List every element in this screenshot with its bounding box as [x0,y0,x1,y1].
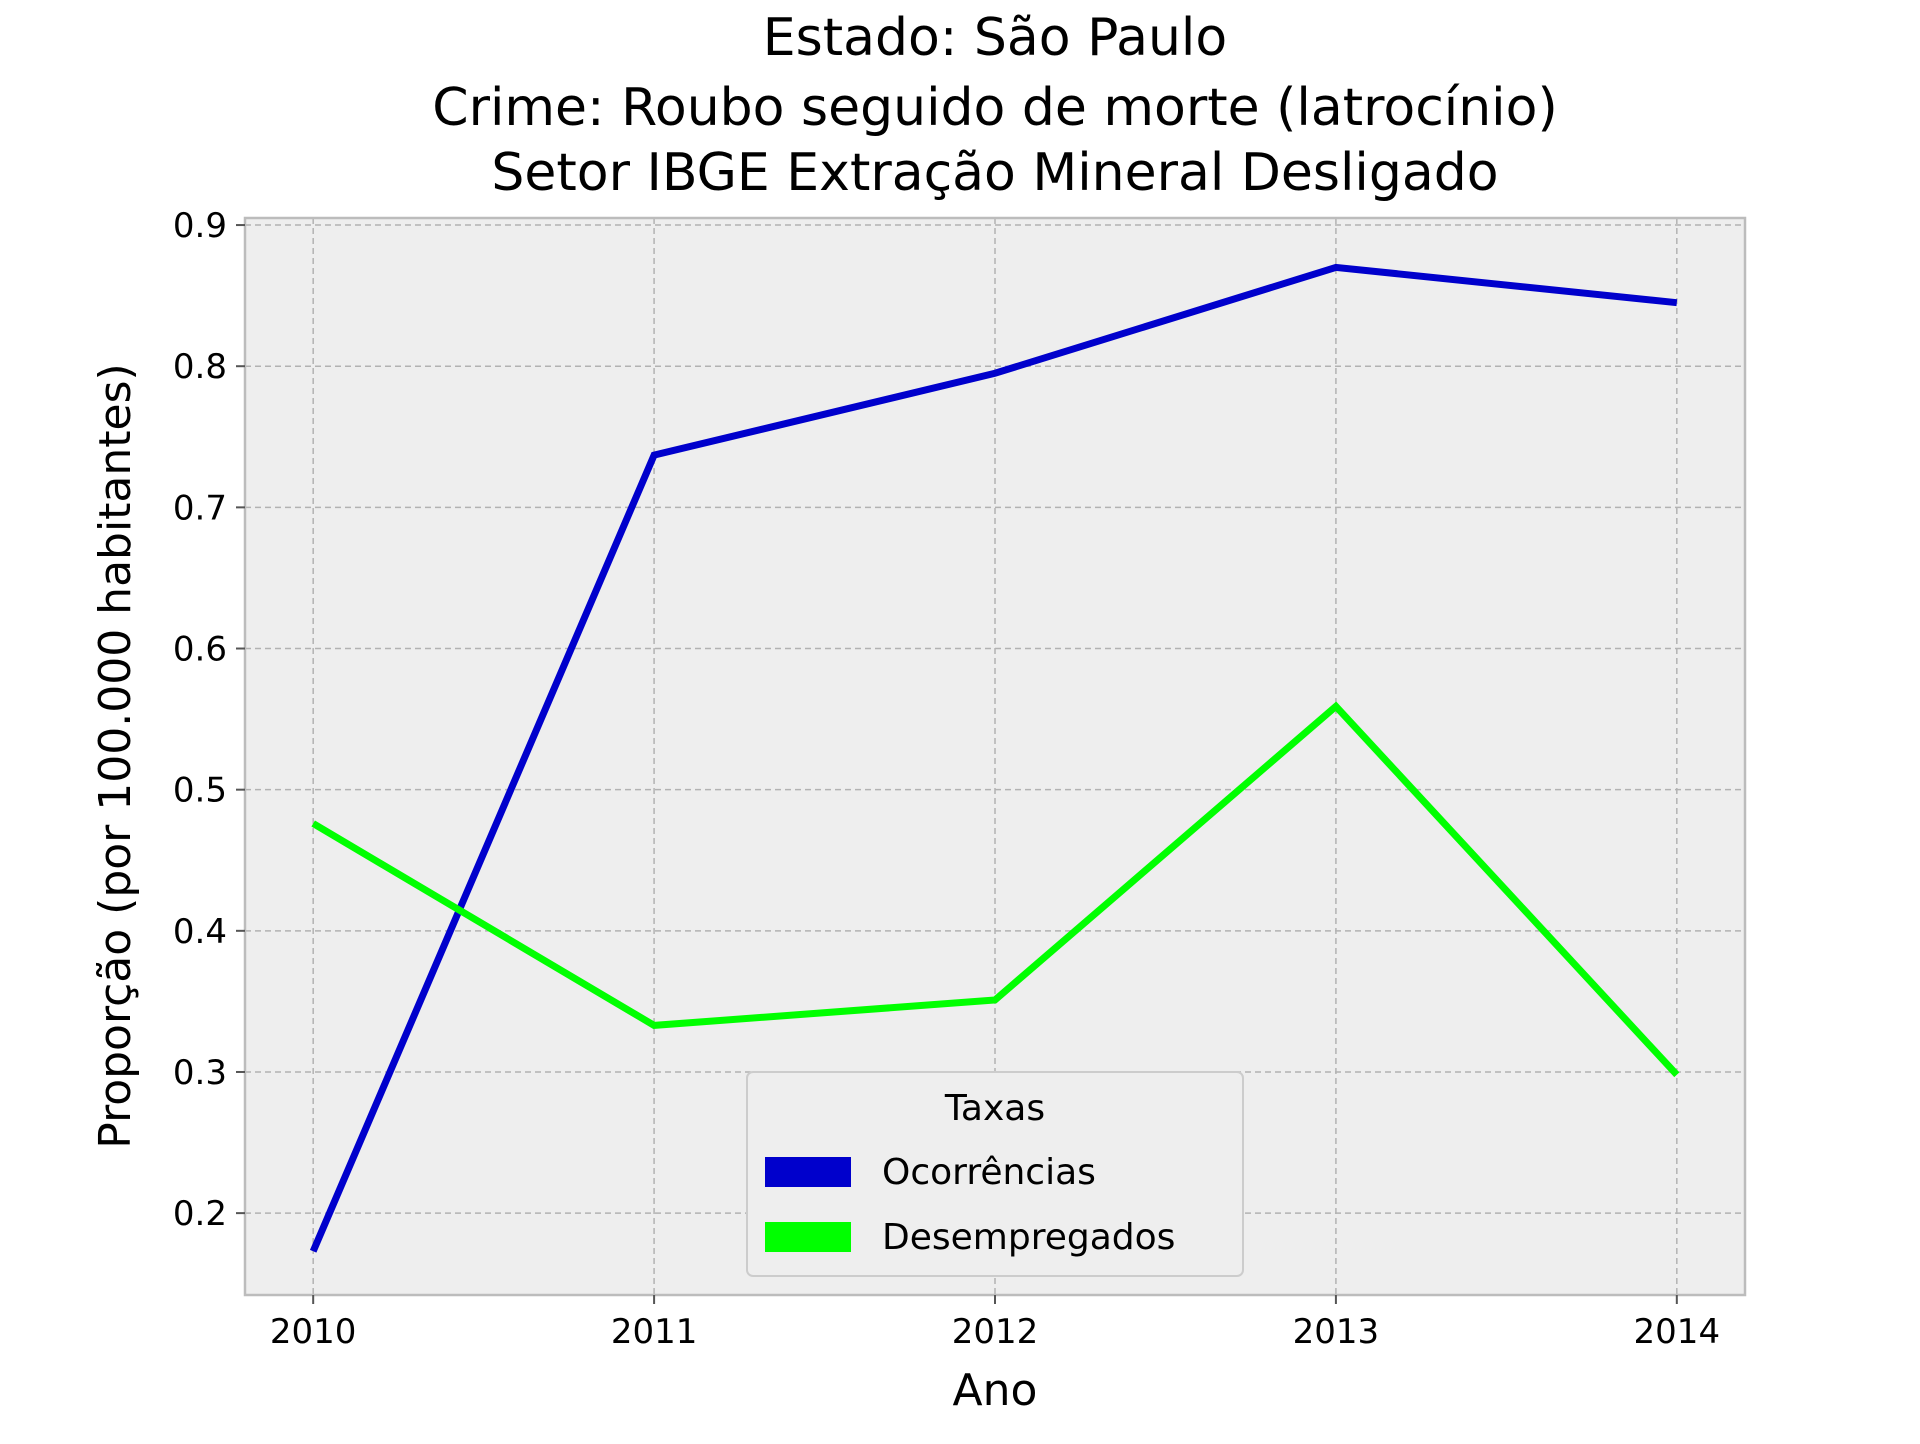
y-tick-label: 0.5 [173,771,227,811]
y-tick-label: 0.4 [173,912,227,952]
title-line-2: Crime: Roubo seguido de morte (latrocíni… [432,78,1557,138]
y-tick-label: 0.3 [173,1053,227,1093]
y-tick-label: 0.9 [173,206,227,246]
x-tick-label: 2010 [270,1312,357,1352]
x-tick-label: 2013 [1293,1312,1380,1352]
legend-label-ocorrencias: Ocorrências [882,1152,1096,1193]
y-tick-label: 0.8 [173,347,227,387]
legend-label-desempregados: Desempregados [882,1217,1175,1258]
legend-title: Taxas [944,1088,1045,1129]
legend-swatch-desempregados [765,1222,851,1252]
legend-box [746,1071,1244,1277]
x-tick-label: 2014 [1634,1312,1721,1352]
title-line-1: Estado: São Paulo [763,8,1227,68]
title-line-3: Setor IBGE Extração Mineral Desligado [491,143,1498,203]
y-tick-label: 0.7 [173,488,227,528]
x-tick-label: 2011 [611,1312,698,1352]
chart-title: Estado: São Paulo Crime: Roubo seguido d… [432,8,1557,203]
y-tick-label: 0.6 [173,630,227,670]
legend: Taxas Ocorrências Desempregados [746,1071,1244,1277]
ticks: 2010 2011 2012 2013 2014 0.2 0.3 0.4 0.5 0.6 0.7 0.… [173,206,1720,1352]
series-line-ocorrencias [309,263,1678,1253]
x-tick-label: 2012 [952,1312,1039,1352]
y-axis-label: Proporção (por 100.000 habitantes) [90,363,141,1148]
series-line-desempregados [311,701,1680,1078]
y-tick-label: 0.2 [173,1194,227,1234]
legend-swatch-ocorrencias [765,1157,851,1187]
series [309,263,1680,1253]
x-axis-label: Ano [953,1365,1038,1416]
